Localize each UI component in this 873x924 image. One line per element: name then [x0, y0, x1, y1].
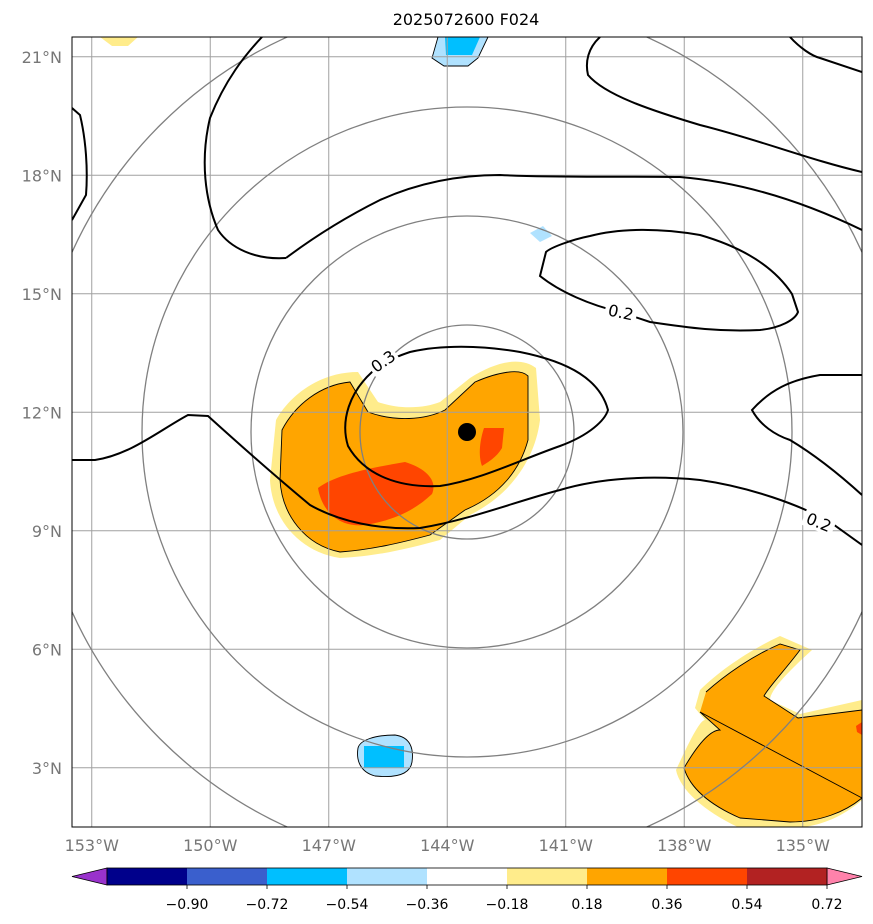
shade-blue-south [364, 746, 404, 768]
colorbar-extend-high [826, 867, 863, 886]
graticule [72, 37, 862, 827]
positive-anomaly-shading [100, 37, 862, 827]
shading-outlines [279, 37, 862, 823]
contour-0.2-north [72, 413, 862, 546]
lat-tick-label: 3°N [32, 759, 62, 778]
colorbar-label: 0.18 [571, 897, 602, 913]
contour-0.3 [344, 345, 610, 488]
colorbar-segment [107, 868, 188, 885]
colorbar [71, 867, 863, 886]
colorbar-segment [267, 868, 348, 885]
contour-label-02-a: 0.2 [606, 301, 635, 325]
shade-red-edge [856, 722, 862, 735]
colorbar-label: −0.36 [406, 897, 449, 913]
colorbar-segment [427, 868, 508, 885]
lat-tick-label: 21°N [22, 48, 62, 67]
range-rings [72, 37, 862, 827]
shade-blue-north [445, 37, 480, 55]
colorbar-segment [747, 868, 828, 885]
shade-orange-southeast [684, 644, 862, 822]
colorbar-segment [667, 868, 748, 885]
contour-0.2-loop [750, 374, 862, 496]
colorbar-label: −0.72 [246, 897, 289, 913]
longitude-ticks: 153°W 150°W 147°W 144°W 141°W 138°W 135°W [65, 836, 831, 855]
storm-center-marker [458, 423, 476, 441]
shade-yellow-topleft [100, 37, 138, 46]
shade-lightblue-small [530, 226, 552, 242]
colorbar-label: 0.36 [651, 897, 682, 913]
colorbar-segment [187, 868, 268, 885]
contour-west-edge [72, 107, 88, 221]
shade-orange [280, 371, 528, 552]
map-frame [71, 36, 863, 828]
colorbar-label: −0.18 [486, 897, 529, 913]
contour-0.2-band [285, 173, 862, 259]
map-area: 0.3 0.2 0.2 [72, 37, 862, 827]
lon-tick-label: 138°W [657, 836, 712, 855]
range-ring [250, 215, 684, 649]
contour-0.2-west [203, 37, 287, 260]
colorbar-outline [106, 867, 828, 886]
contour-northeast-2 [789, 37, 862, 73]
contour-label-group: 0.3 0.2 0.2 [365, 299, 838, 537]
shade-red-orange-small [479, 428, 504, 466]
lon-tick-label: 153°W [65, 836, 120, 855]
lat-tick-label: 15°N [22, 285, 62, 304]
lon-tick-label: 144°W [420, 836, 475, 855]
map-title: 2025072600 F024 [392, 10, 540, 29]
colorbar-label: −0.90 [166, 897, 209, 913]
lon-tick-label: 150°W [183, 836, 238, 855]
lon-tick-label: 135°W [776, 836, 831, 855]
colorbar-labels: −0.90 −0.72 −0.54 −0.36 −0.18 0.18 0.36 0.54 0.7… [166, 885, 843, 913]
range-ring [359, 324, 575, 540]
lon-tick-label: 141°W [539, 836, 594, 855]
lat-tick-label: 18°N [22, 166, 62, 185]
colorbar-segment [347, 868, 428, 885]
colorbar-extend-low [71, 867, 108, 886]
lat-tick-label: 12°N [22, 403, 62, 422]
colorbar-segment [507, 868, 588, 885]
colorbar-label: 0.72 [811, 897, 842, 913]
lon-tick-label: 147°W [302, 836, 357, 855]
lat-tick-label: 6°N [32, 640, 62, 659]
range-ring [141, 106, 793, 758]
lat-tick-label: 9°N [32, 522, 62, 541]
colorbar-label: 0.54 [731, 897, 762, 913]
colorbar-segment [587, 868, 668, 885]
colorbar-label: −0.54 [326, 897, 369, 913]
negative-anomaly-shading [357, 37, 552, 777]
shade-red-orange [318, 462, 434, 526]
latitude-ticks: 21°N 18°N 15°N 12°N 9°N 6°N 3°N [22, 48, 62, 778]
contour-0.2-hook [538, 228, 800, 332]
contour-northeast [585, 37, 862, 173]
